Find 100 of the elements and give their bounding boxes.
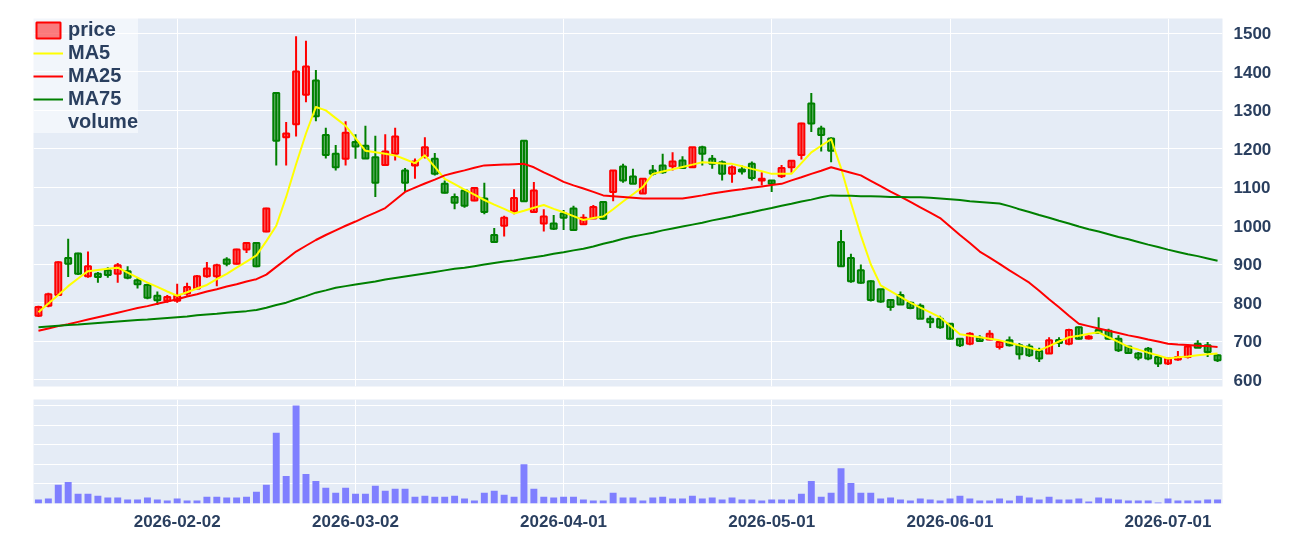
legend-label: MA75 xyxy=(68,87,122,110)
x-tick-label: 2026-06-01 xyxy=(906,511,994,531)
candlestick xyxy=(955,337,964,348)
candlestick xyxy=(549,214,558,231)
candlestick xyxy=(54,260,63,297)
candlestick xyxy=(262,206,271,234)
candlestick xyxy=(688,146,697,170)
candlestick xyxy=(837,228,845,268)
y-tick-label: 700 xyxy=(1233,332,1262,352)
bar xyxy=(401,488,409,504)
y-tick-label: 1000 xyxy=(1233,216,1272,236)
bar xyxy=(322,487,330,504)
bar xyxy=(74,493,82,504)
candlestick xyxy=(559,209,568,231)
bar xyxy=(352,493,359,504)
bar xyxy=(312,480,320,504)
candlestick xyxy=(609,169,618,203)
candlestick xyxy=(371,134,380,198)
bar xyxy=(54,484,62,504)
legend-label: price xyxy=(68,18,116,41)
candlestick xyxy=(698,144,707,167)
candlestick xyxy=(619,162,628,184)
y-tick-label: 900 xyxy=(1233,255,1262,275)
bar xyxy=(867,492,875,504)
candlestick xyxy=(1154,354,1163,368)
candlestick xyxy=(282,120,291,167)
candlestick xyxy=(351,133,360,160)
bar xyxy=(391,488,399,504)
candlestick xyxy=(321,126,330,160)
bar xyxy=(480,492,488,504)
bar xyxy=(797,493,805,504)
bar xyxy=(857,492,865,504)
candlestick xyxy=(1134,350,1143,362)
candlestick xyxy=(74,251,83,276)
candlestick xyxy=(401,167,410,193)
candlestick xyxy=(440,179,449,195)
candlestick xyxy=(757,171,766,187)
bar xyxy=(282,476,290,504)
bar xyxy=(688,495,696,504)
candlestick xyxy=(212,262,221,288)
candlestick xyxy=(926,314,935,330)
bar xyxy=(252,491,260,504)
candlestick xyxy=(232,247,241,266)
x-tick-label: 2026-03-02 xyxy=(312,511,400,531)
candlestick xyxy=(292,35,301,138)
bar xyxy=(371,485,379,504)
bar xyxy=(272,432,280,504)
candlestick xyxy=(1213,353,1222,363)
x-tick-label: 2026-02-02 xyxy=(133,511,221,531)
y-tick-label: 1200 xyxy=(1233,139,1272,159)
bar xyxy=(956,495,964,504)
candlestick xyxy=(866,279,875,303)
bar xyxy=(94,495,102,504)
bar xyxy=(421,495,429,504)
candlestick xyxy=(450,192,459,211)
candlestick xyxy=(539,208,548,233)
bar xyxy=(292,405,300,504)
bar xyxy=(827,492,835,504)
line-series xyxy=(37,105,1219,360)
candlestick xyxy=(302,39,310,104)
candlestick xyxy=(490,227,499,243)
candlestick xyxy=(331,144,340,172)
candlestick xyxy=(341,120,350,167)
candlestick xyxy=(420,136,429,160)
candlestick xyxy=(856,263,865,285)
candlestick xyxy=(846,252,855,284)
bar xyxy=(451,495,459,504)
bar xyxy=(530,488,538,504)
y-tick-label: 800 xyxy=(1233,293,1262,313)
bar xyxy=(381,490,389,504)
candlestick xyxy=(252,241,261,269)
text: volume xyxy=(68,110,139,133)
x-tick-label: 2026-07-01 xyxy=(1124,511,1212,531)
candlestick xyxy=(143,282,152,301)
bar xyxy=(500,494,508,504)
x-tick-label: 2026-05-01 xyxy=(728,511,816,531)
bar xyxy=(807,480,815,504)
candlestick xyxy=(391,126,400,162)
bar xyxy=(520,464,528,504)
bar xyxy=(847,482,855,504)
bar xyxy=(609,492,617,504)
bar xyxy=(332,492,340,504)
candlestick xyxy=(797,121,806,161)
bar xyxy=(1015,495,1023,504)
candlestick xyxy=(807,92,816,133)
candlestick xyxy=(519,139,528,203)
legend-label: MA25 xyxy=(68,64,122,87)
bar xyxy=(490,490,498,504)
candlestick xyxy=(222,256,231,268)
y-tick-label: 1300 xyxy=(1233,101,1272,121)
line-series xyxy=(37,194,1219,329)
y-tick-label: 1500 xyxy=(1233,24,1272,44)
candlestick xyxy=(93,270,102,284)
candlestick xyxy=(628,167,637,185)
candlestick xyxy=(599,200,608,221)
x-tick-label: 2026-04-01 xyxy=(520,511,608,531)
y-tick-label: 600 xyxy=(1233,370,1262,390)
y-tick-label: 1100 xyxy=(1233,178,1271,198)
candlestick xyxy=(34,304,43,318)
candlestick xyxy=(500,214,509,238)
